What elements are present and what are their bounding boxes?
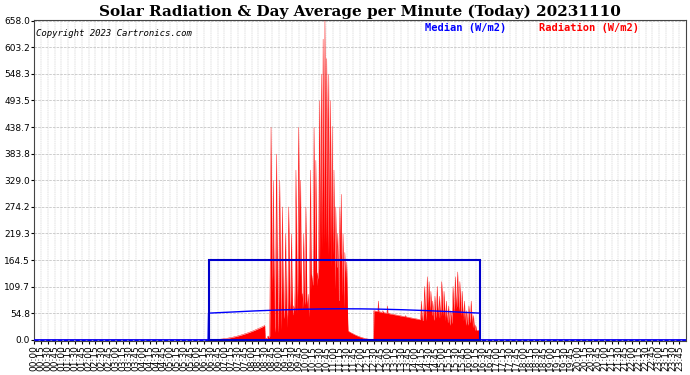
Text: Copyright 2023 Cartronics.com: Copyright 2023 Cartronics.com [35,29,191,38]
Text: Radiation (W/m2): Radiation (W/m2) [539,23,639,33]
Text: Median (W/m2): Median (W/m2) [425,23,506,33]
Bar [208,260,480,340]
Title: Solar Radiation & Day Average per Minute (Today) 20231110: Solar Radiation & Day Average per Minute… [99,4,621,18]
